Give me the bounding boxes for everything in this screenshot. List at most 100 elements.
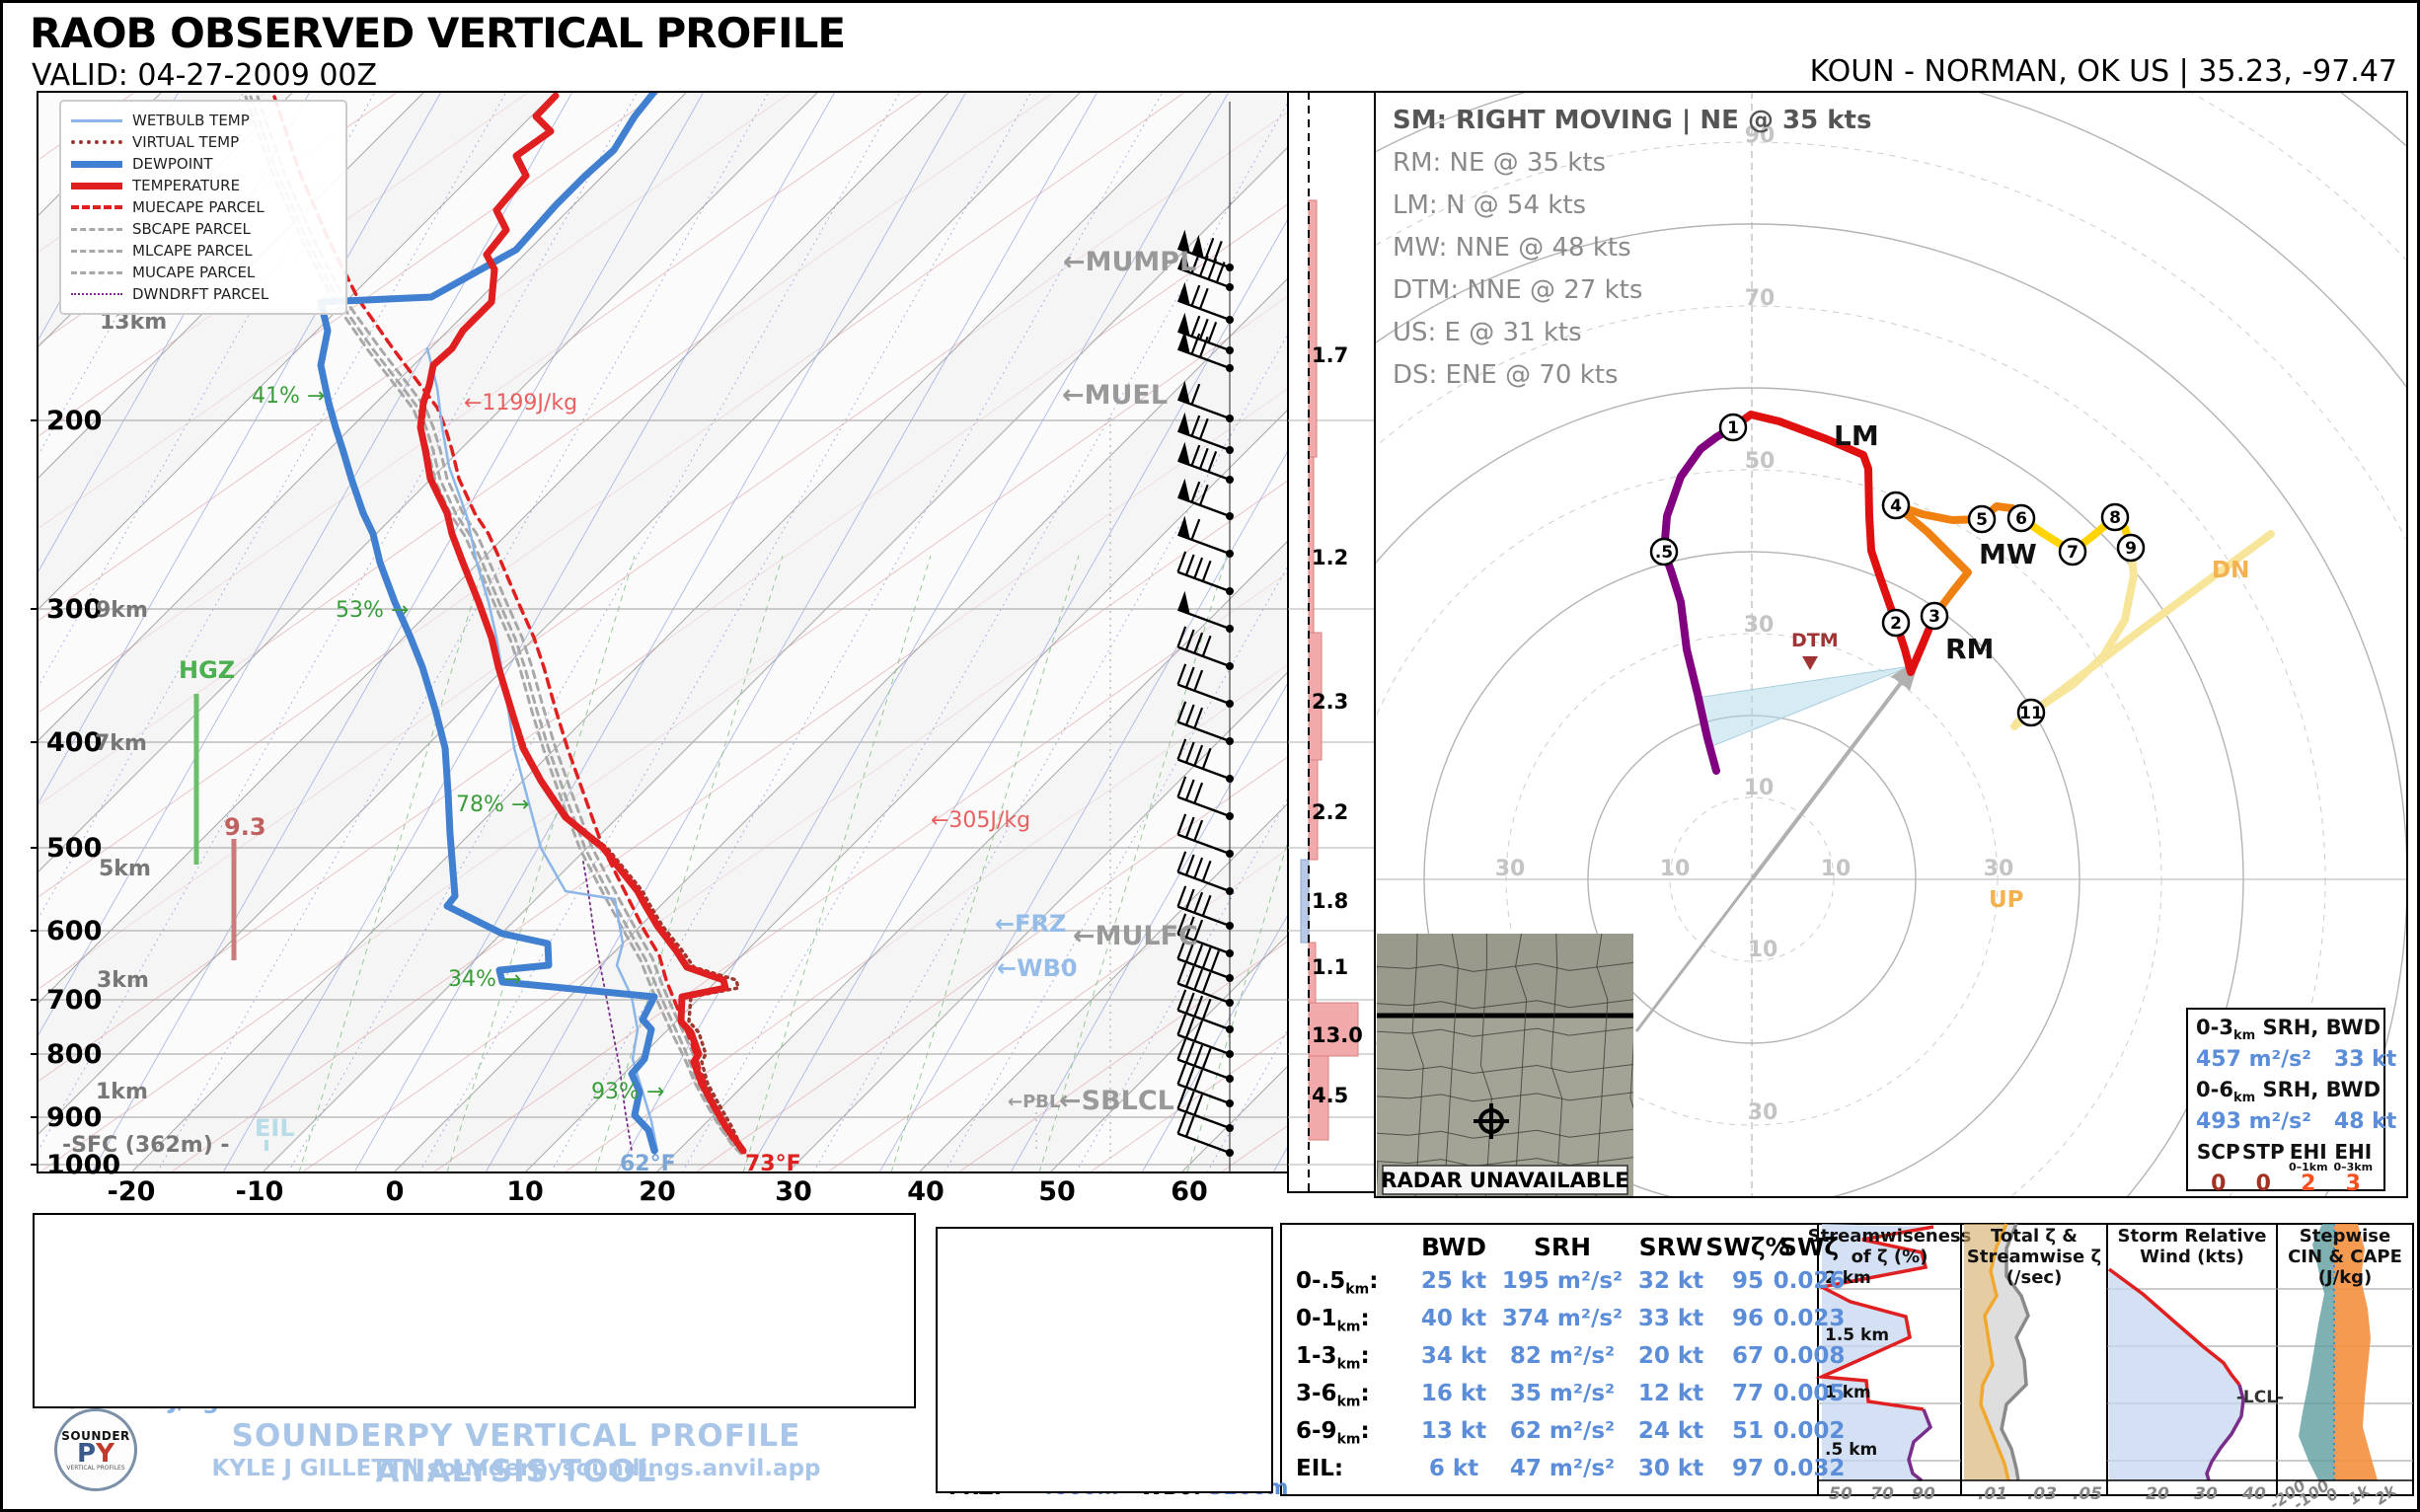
- omega-bar: [1308, 1055, 1329, 1141]
- wind-barb: [1176, 701, 1234, 745]
- muel-label: ←MUEL: [1062, 380, 1168, 411]
- mini-tick-label: 20: [2146, 1484, 2169, 1504]
- wind-barb: [1176, 1112, 1234, 1157]
- height-marker: 8: [2100, 502, 2130, 532]
- kinematics-row-label: EIL:: [1296, 1456, 1344, 1481]
- omega-bar-label: 1.8: [1312, 889, 1348, 913]
- skewt-panel: 200 300 400 500 600 700 800 900 1000-20 -10 0 10 20 3…: [31, 91, 1289, 1207]
- omega-bar: [1300, 859, 1310, 944]
- svg-text:.5: .5: [1655, 543, 1673, 563]
- height-label: 7km: [95, 731, 147, 756]
- mini-tick-label: 90: [1912, 1484, 1935, 1504]
- kinematics-value: 0.008: [1773, 1343, 1846, 1369]
- height-label: 3km: [97, 968, 149, 993]
- pressure-tick-label: 600: [46, 916, 102, 946]
- hodograph-content: 10 30 50 70 90 10 30 30 10 10 30 RADAR UNAVAILABLE.…: [1375, 92, 2407, 1197]
- legend-line-sample: [71, 118, 122, 122]
- pressure-tick-label: 400: [46, 727, 102, 758]
- kinematics-value: 24 kt: [1637, 1418, 1704, 1444]
- ring-label: 30: [1984, 857, 2014, 881]
- mini-tick-label: 70: [1870, 1484, 1894, 1504]
- kinematics-value: 0.032: [1773, 1456, 1846, 1481]
- mini-panel-title: (/sec): [2006, 1267, 2063, 1288]
- valid-datetime: VALID: 04-27-2009 00Z: [32, 58, 378, 93]
- kinematics-value: 30 kt: [1637, 1456, 1704, 1481]
- omega-strip: 1.7 1.2 2.3 2.2 1.8 1.1 13.0 4.5: [1287, 91, 1376, 1193]
- pressure-tick-label: 200: [46, 406, 102, 436]
- wind-barb: [1177, 281, 1234, 324]
- svg-text:1 km: 1 km: [1825, 1383, 1871, 1402]
- wind-barb: [1176, 913, 1234, 957]
- mini-panel-title: CIN & CAPE: [2288, 1247, 2402, 1267]
- legend-line-sample: [71, 293, 122, 295]
- omega-bar-label: 13.0: [1312, 1023, 1363, 1047]
- legend-item: TEMPERATURE: [71, 175, 336, 196]
- lapse-label: 9.3: [224, 813, 266, 841]
- rh-profile-label: 41% →: [252, 384, 325, 409]
- mini-panel-title: Stepwise: [2300, 1226, 2390, 1247]
- moisture-table-frame: [936, 1227, 1273, 1493]
- kinematics-value: 12 kt: [1637, 1381, 1704, 1406]
- legend-line-sample: [71, 205, 122, 209]
- kinematics-value: 32 kt: [1637, 1268, 1704, 1294]
- wind-barb: [1177, 412, 1234, 454]
- height-label: 9km: [96, 598, 148, 623]
- streamwiseness-curve: [1815, 1225, 1934, 1411]
- ring-label: 90: [1745, 123, 1776, 148]
- kinematics-value: 47 m²/s²: [1509, 1456, 1616, 1481]
- svg-text:4: 4: [1890, 496, 1902, 516]
- omega-bar-label: 2.2: [1312, 800, 1348, 824]
- inset-row: 457 m²/s² 33 kt: [2196, 1047, 2397, 1073]
- svg-text:1: 1: [1727, 418, 1739, 438]
- kinematics-header: BWD: [1420, 1233, 1487, 1261]
- height-marker: .5: [1649, 537, 1679, 567]
- legend-line-sample: [71, 160, 122, 168]
- skewt-grid: [38, 92, 1288, 1172]
- wind-barb: [1176, 1038, 1234, 1083]
- legend-item: MUECAPE PARCEL: [71, 196, 336, 218]
- temp-tick-label: 50: [1038, 1176, 1076, 1207]
- page-title: RAOB OBSERVED VERTICAL PROFILE: [30, 9, 846, 57]
- srh-bwd-inset: 0-3km SRH, BWD 457 m²/s² 33 kt 0-6km SRH, …: [2186, 1008, 2397, 1196]
- mlcape-parcel-trace: [244, 95, 743, 1156]
- svg-text:6: 6: [2015, 509, 2027, 529]
- svg-text:1.5 km: 1.5 km: [1825, 1325, 1889, 1345]
- kinematics-value: 13 kt: [1420, 1418, 1487, 1444]
- hodo-1-3km: [1729, 411, 1938, 676]
- temp-tick-label: 20: [639, 1176, 676, 1207]
- storm-motion-arrow: [1750, 656, 1922, 881]
- legend-item: SBCAPE PARCEL: [71, 218, 336, 240]
- ring-label: 30: [1748, 1100, 1778, 1125]
- dtm-marker: [1802, 656, 1818, 670]
- kinematics-value: 16 kt: [1420, 1381, 1487, 1406]
- kinematics-value: 97: [1731, 1456, 1765, 1481]
- hodo-3-6km: [1892, 501, 2025, 620]
- radar-unavailable-label: RADAR UNAVAILABLE: [1381, 1169, 1628, 1192]
- svg-text:7: 7: [2067, 543, 2079, 563]
- height-marker: 6: [2006, 503, 2036, 533]
- mini-panel-title: (J/kg): [2318, 1267, 2373, 1288]
- inset-row: SCP STP EHI 0–1km EHI 0–3km: [2196, 1140, 2374, 1174]
- mini-tick-label: 50: [1829, 1484, 1853, 1504]
- pressure-tick-label: 1000: [46, 1150, 120, 1180]
- svg-text:11: 11: [2019, 704, 2043, 723]
- legend-item: DWNDRFT PARCEL: [71, 283, 336, 305]
- kinematics-value: 67: [1731, 1343, 1765, 1369]
- mini-panel-title: Streamwiseness: [1808, 1226, 1972, 1247]
- wind-barb: [1176, 1014, 1234, 1058]
- kinematics-value: 195 m²/s²: [1501, 1268, 1624, 1294]
- kinematics-value: 51: [1731, 1418, 1765, 1444]
- mucape-parcel-trace: [249, 95, 745, 1154]
- kinematics-header: SRH: [1533, 1233, 1592, 1261]
- kinematics-row-label: 3-6km:: [1296, 1381, 1370, 1410]
- legend-line-sample: [71, 249, 122, 253]
- kinematics-value: 0.005: [1773, 1381, 1846, 1406]
- logo-text-top: SOUNDER: [61, 1429, 130, 1443]
- ring-label: 10: [1744, 776, 1775, 800]
- mumpl-label: ←MUMPL: [1063, 247, 1196, 277]
- wind-barb: [1176, 962, 1234, 1007]
- kinematics-value: 82 m²/s²: [1509, 1343, 1616, 1369]
